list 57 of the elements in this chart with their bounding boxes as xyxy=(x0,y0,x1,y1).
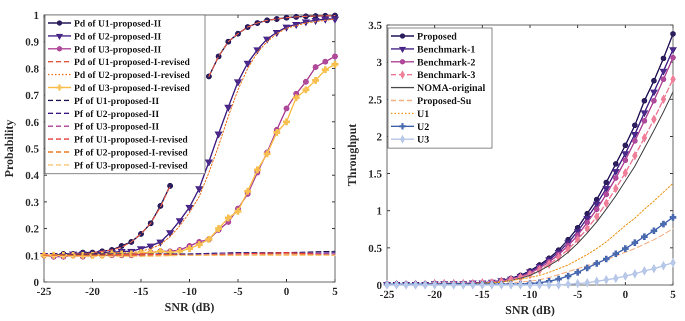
y-tick-label: 2 xyxy=(376,131,382,144)
y-tick-label: 0.4 xyxy=(25,170,40,182)
y-tick-label: 0.3 xyxy=(25,196,40,209)
x-axis-title: SNR (dB) xyxy=(164,300,214,314)
y-tick-label: 0.2 xyxy=(25,224,40,236)
legend-label: NOMA-original xyxy=(417,83,486,94)
legend-label: Pd of U2-proposed-II xyxy=(74,31,162,42)
legend-label: Pd of U1-proposed-I-revised xyxy=(74,57,190,68)
legend-label: Benchmark-3 xyxy=(417,70,476,82)
legend-label: Pf of U3-proposed-I-revised xyxy=(74,160,188,172)
legend-label: Pf of U3-proposed-II xyxy=(74,122,160,133)
legend-label: Proposed-Su xyxy=(417,96,472,107)
legend-label: Pf of U2-proposed-I-revised xyxy=(74,148,188,158)
y-tick-label: 2.5 xyxy=(368,94,382,106)
legend-label: Pf of U2-proposed-II xyxy=(74,108,160,120)
y-axis-title: Throughput xyxy=(345,124,359,186)
y-tick-label: 0.9 xyxy=(25,36,40,49)
y-tick-label: 1 xyxy=(34,10,39,22)
x-tick-label: -25 xyxy=(36,286,52,298)
y-tick-label: 0 xyxy=(34,277,40,289)
x-tick-label: -5 xyxy=(573,289,583,301)
legend-label: U3 xyxy=(417,134,430,146)
legend-label: U1 xyxy=(417,108,430,120)
legend-label: Pd of U3-proposed-II xyxy=(74,44,162,56)
x-tick-label: -15 xyxy=(134,286,149,298)
y-tick-label: 1 xyxy=(376,206,382,218)
legend-label: Pd of U2-proposed-I-revised xyxy=(74,70,190,82)
x-tick-label: -10 xyxy=(182,286,198,298)
x-tick-label: 0 xyxy=(284,286,290,298)
y-tick-label: 0.6 xyxy=(25,116,40,129)
y-tick-label: 0.7 xyxy=(25,90,40,102)
x-tick-label: -10 xyxy=(522,289,538,301)
legend-label: Pd of U1-proposed-II xyxy=(74,18,162,30)
legend-label: Benchmark-2 xyxy=(417,57,476,68)
x-tick-label: -25 xyxy=(380,289,395,301)
y-tick-label: 0.5 xyxy=(25,144,40,156)
legend-label: Pf of U1-proposed-I-revised xyxy=(74,134,188,146)
x-tick-label: 0 xyxy=(622,289,629,301)
y-tick-label: 0.8 xyxy=(25,63,40,76)
x-tick-label: 5 xyxy=(332,286,338,298)
y-tick-label: 3 xyxy=(376,57,382,70)
y-tick-label: 0.5 xyxy=(368,242,382,255)
legend-label: U2 xyxy=(417,122,430,133)
y-tick-label: 1.5 xyxy=(368,168,382,181)
legend-label: Proposed xyxy=(417,32,458,42)
x-tick-label: -20 xyxy=(85,286,100,298)
x-tick-label: -15 xyxy=(474,289,490,301)
x-tick-label: 5 xyxy=(670,289,676,301)
y-axis-title: Probability xyxy=(2,120,16,178)
x-tick-label: -5 xyxy=(233,286,244,298)
x-tick-label: -20 xyxy=(427,289,442,301)
y-tick-label: 0.1 xyxy=(25,250,39,262)
legend-label: Pf of U1-proposed-II xyxy=(74,96,160,107)
y-tick-label: 3.5 xyxy=(368,20,382,32)
x-axis-title: SNR (dB) xyxy=(505,303,555,317)
legend-label: Pd of U3-proposed-I-revised xyxy=(74,83,190,94)
legend-label: Benchmark-1 xyxy=(417,44,476,56)
